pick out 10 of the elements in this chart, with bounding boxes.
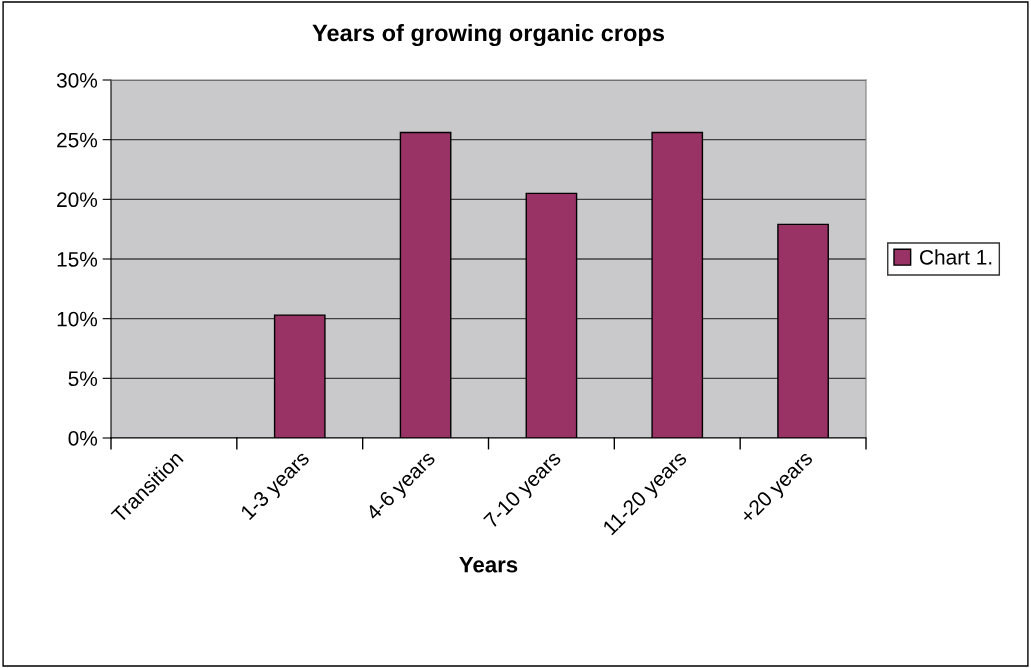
y-tick-label: 20%: [57, 192, 98, 208]
y-tick-label: 25%: [57, 132, 98, 148]
y-tick-label: 0%: [68, 431, 98, 446]
legend-label: Chart 1.: [920, 249, 992, 265]
y-tick-label: 15%: [57, 252, 98, 267]
y-tick-label: 30%: [56, 73, 98, 88]
chart-title: Years of growing organic crops: [312, 24, 665, 47]
y-tick-label: 5%: [68, 371, 98, 387]
y-tick-label: 10%: [57, 311, 98, 327]
x-axis-title: Years: [459, 557, 518, 573]
